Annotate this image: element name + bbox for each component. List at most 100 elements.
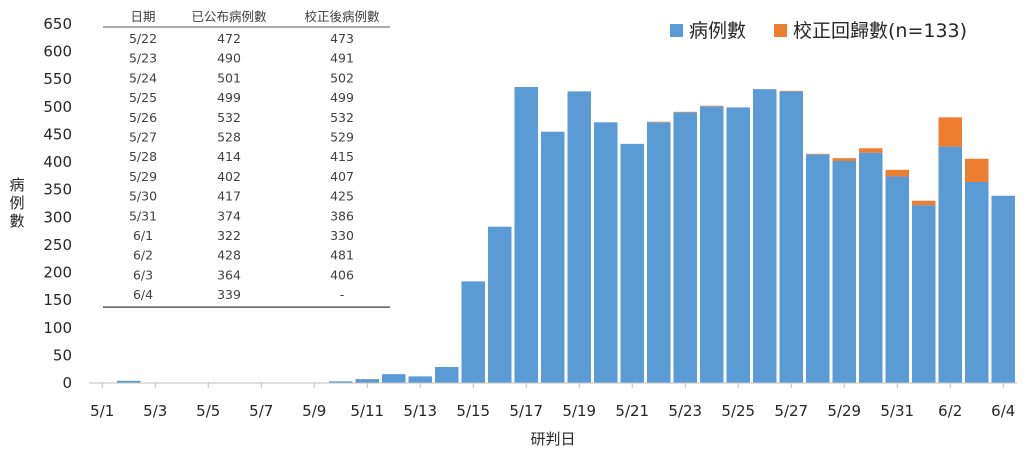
y-tick-label: 0 [62, 374, 72, 392]
table-cell: 407 [330, 169, 354, 184]
y-tick-label: 600 [43, 43, 72, 61]
x-tick-label: 5/31 [880, 402, 914, 420]
table-header-cell: 已公布病例數 [191, 9, 267, 24]
bar-backlog [938, 117, 962, 147]
x-tick-label: 5/1 [90, 402, 114, 420]
x-tick-label: 6/2 [938, 402, 962, 420]
table-cell: 5/23 [129, 51, 157, 66]
table-cell: 386 [330, 208, 354, 223]
x-tick-label: 5/19 [562, 402, 596, 420]
legend-swatch-backlog [774, 24, 787, 37]
x-tick-label: 5/29 [827, 402, 861, 420]
table-cell: 425 [330, 189, 354, 204]
bar-cases [435, 366, 459, 383]
y-axis-title-char: 例 [9, 194, 24, 212]
bar-backlog [673, 111, 697, 113]
y-tick-label: 200 [43, 264, 72, 282]
table-cell: 501 [217, 70, 241, 85]
table-cell: 5/31 [129, 208, 157, 223]
y-tick-label: 50 [53, 346, 72, 364]
bar-cases [594, 122, 618, 384]
bar-backlog [806, 153, 830, 155]
bar-cases [673, 112, 697, 383]
bar-cases [620, 143, 644, 383]
table-header-cell: 校正後病例數 [304, 9, 380, 24]
bar-cases [117, 380, 141, 383]
table-cell: 364 [217, 267, 241, 282]
x-tick-label: 5/17 [509, 402, 543, 420]
legend-swatch-cases [670, 24, 683, 37]
table-cell: 414 [217, 149, 241, 164]
table-cell: 339 [217, 287, 241, 302]
bar-backlog [700, 105, 724, 107]
table-cell: - [340, 287, 345, 302]
bar-cases [938, 146, 962, 383]
x-axis-title: 研判日 [530, 430, 575, 448]
table-cell: 5/26 [129, 110, 157, 125]
bar-cases [832, 160, 856, 383]
table-header-cell: 日期 [130, 9, 155, 24]
x-tick-label: 5/9 [302, 402, 326, 420]
y-tick-label: 500 [43, 98, 72, 116]
y-axis-title: 病例數 [9, 176, 24, 230]
y-axis-title-char: 數 [9, 212, 24, 230]
table-cell: 5/22 [129, 31, 157, 46]
bar-backlog [885, 169, 909, 177]
bar-cases [488, 226, 512, 383]
table-cell: 491 [330, 51, 354, 66]
x-tick-label: 5/15 [456, 402, 490, 420]
table-cell: 330 [330, 228, 354, 243]
y-axis-ticks: 0 50 100 150 200 250 300 350 400 450 500 550 600 650 [43, 15, 72, 392]
legend-label-cases: 病例數 [689, 20, 746, 42]
bar-backlog [912, 200, 936, 206]
y-tick-label: 450 [43, 125, 72, 143]
x-tick-label: 5/13 [403, 402, 437, 420]
x-tick-label: 6/4 [991, 402, 1015, 420]
bar-backlog [859, 148, 883, 153]
table-cell: 473 [330, 31, 354, 46]
bar-cases [779, 91, 803, 384]
y-tick-label: 250 [43, 236, 72, 254]
x-tick-label: 5/11 [350, 402, 384, 420]
bar-cases [991, 195, 1015, 383]
table-cell: 472 [217, 31, 241, 46]
table-cell: 499 [330, 90, 354, 105]
table-cell: 6/3 [133, 267, 153, 282]
bar-cases [647, 122, 671, 384]
x-tick-label: 5/27 [774, 402, 808, 420]
legend: 病例數 校正回歸數(n=133) [670, 20, 967, 42]
y-tick-label: 150 [43, 291, 72, 309]
y-tick-label: 100 [43, 319, 72, 337]
table-cell: 5/30 [129, 189, 157, 204]
table-cell: 499 [217, 90, 241, 105]
y-tick-label: 400 [43, 153, 72, 171]
bar-cases [965, 181, 989, 383]
table-cell: 5/28 [129, 149, 157, 164]
y-tick-label: 350 [43, 181, 72, 199]
bar-backlog [779, 90, 803, 92]
bar-cases [514, 86, 538, 383]
table-cell: 6/1 [133, 228, 153, 243]
table-cell: 417 [217, 189, 241, 204]
bar-backlog [965, 158, 989, 182]
bar-cases [567, 91, 591, 384]
table-cell: 481 [330, 248, 354, 263]
bar-cases [859, 152, 883, 383]
table-cell: 5/29 [129, 169, 157, 184]
table-cell: 532 [330, 110, 354, 125]
x-tick-label: 5/5 [196, 402, 220, 420]
bar-cases [726, 107, 750, 383]
table-cell: 529 [330, 130, 354, 145]
bar-cases [355, 379, 379, 383]
table-cell: 406 [330, 267, 354, 282]
bar-cases [885, 176, 909, 383]
bar-cases [408, 376, 432, 383]
table-cell: 528 [217, 130, 241, 145]
table-cell: 415 [330, 149, 354, 164]
x-tick-label: 5/21 [615, 402, 649, 420]
table-cell: 322 [217, 228, 241, 243]
bar-backlog [832, 158, 856, 161]
table-cell: 402 [217, 169, 241, 184]
table-cell: 5/27 [129, 130, 157, 145]
x-tick-label: 5/25 [721, 402, 755, 420]
